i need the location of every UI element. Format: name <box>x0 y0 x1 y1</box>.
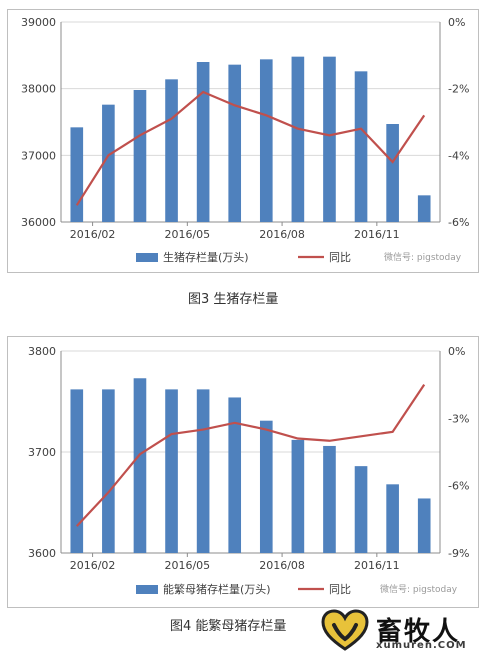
heart-logo-icon <box>321 609 369 651</box>
bar <box>259 420 273 553</box>
bar <box>386 124 399 222</box>
x-tick-label: 2016/02 <box>70 559 116 572</box>
chart-2-watermark: 微信号: pigstoday <box>380 585 458 595</box>
y-tick-left: 38000 <box>21 83 56 96</box>
bar <box>291 56 305 222</box>
bar <box>165 389 178 553</box>
y-tick-left: 37000 <box>21 149 56 162</box>
chart-2-frame: 3600 3700 3800 -9% -6% -3% 0% 2016/02 2016/05 201… <box>7 336 479 608</box>
y-tick-right: 0% <box>448 345 465 358</box>
y-tick-right: -3% <box>448 412 469 425</box>
legend-bar-swatch <box>136 585 158 594</box>
legend-bar-label: 能繁母猪存栏量(万头) <box>163 582 271 596</box>
legend-line-label: 同比 <box>329 251 351 264</box>
chart-2-caption: 图4 能繁母猪存栏量 <box>170 619 287 634</box>
x-tick-label: 2016/05 <box>164 228 210 241</box>
x-tick-label: 2016/08 <box>259 228 305 241</box>
bar <box>228 64 242 222</box>
chart-1-watermark: 微信号: pigstoday <box>384 253 462 263</box>
line-series <box>75 384 426 527</box>
x-tick-label: 2016/05 <box>164 559 210 572</box>
y-tick-right: 0% <box>448 16 465 29</box>
chart-1-frame: 36000 37000 38000 39000 -6% -4% -2% 0% 2016/02 20… <box>7 9 479 273</box>
bar <box>70 127 84 222</box>
y-tick-left: 39000 <box>21 16 56 29</box>
bar <box>259 59 273 223</box>
y-tick-left: 36000 <box>21 216 56 229</box>
bar <box>417 195 431 222</box>
bar <box>354 466 368 553</box>
line-series <box>75 90 426 206</box>
bar <box>354 71 368 222</box>
chart-1-svg: 36000 37000 38000 39000 -6% -4% -2% 0% 2016/02 20… <box>21 16 469 264</box>
legend-bar-swatch <box>136 253 158 262</box>
y-tick-right: -6% <box>448 216 469 229</box>
y-tick-right: -6% <box>448 480 469 493</box>
logo-name: 畜牧人 <box>376 617 461 647</box>
x-tick-label: 2016/11 <box>354 559 400 572</box>
bar <box>70 389 84 553</box>
bar <box>228 397 242 553</box>
y-tick-right: -9% <box>448 547 469 560</box>
legend-line-label: 同比 <box>329 583 351 596</box>
bar <box>196 62 210 222</box>
bar <box>417 498 431 553</box>
bar <box>323 56 336 222</box>
logo-url: xumuren.COM <box>376 640 467 651</box>
bar <box>133 90 147 222</box>
bar <box>291 439 305 553</box>
bar <box>102 104 115 222</box>
legend-bar-label: 生猪存栏量(万头) <box>163 250 249 264</box>
y-tick-right: -2% <box>448 83 469 96</box>
x-tick-label: 2016/08 <box>259 559 305 572</box>
x-tick-label: 2016/02 <box>70 228 116 241</box>
site-logo: 畜牧人 xumuren.COM <box>320 607 485 655</box>
bar <box>196 389 210 553</box>
x-tick-label: 2016/11 <box>354 228 400 241</box>
y-tick-left: 3600 <box>28 547 56 560</box>
y-tick-left: 3700 <box>28 446 56 459</box>
chart-1-caption: 图3 生猪存栏量 <box>188 292 279 307</box>
bar <box>102 389 115 553</box>
bar <box>165 79 178 222</box>
bar <box>323 445 336 553</box>
bar <box>386 484 399 553</box>
chart-2-svg: 3600 3700 3800 -9% -6% -3% 0% 2016/02 2016/05 201… <box>28 345 469 596</box>
y-tick-right: -4% <box>448 149 469 162</box>
bar <box>133 378 147 553</box>
y-tick-left: 3800 <box>28 345 56 358</box>
